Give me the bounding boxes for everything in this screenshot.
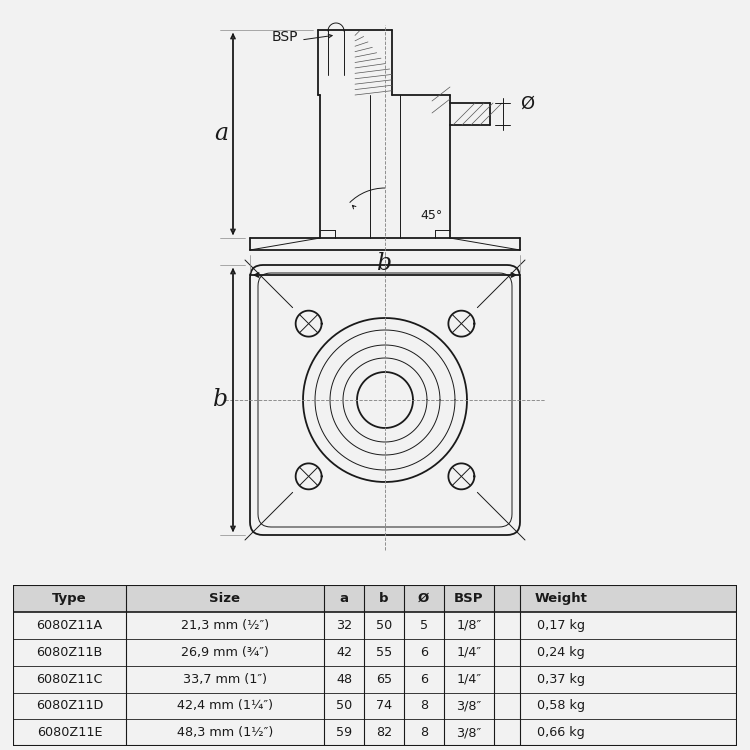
Text: BSP: BSP xyxy=(454,592,484,605)
Bar xyxy=(13,585,736,612)
Text: 5: 5 xyxy=(420,619,428,632)
Text: 0,24 kg: 0,24 kg xyxy=(537,646,585,658)
Text: 48,3 mm (1½″): 48,3 mm (1½″) xyxy=(177,726,273,740)
Text: 6: 6 xyxy=(420,673,428,686)
Text: 50: 50 xyxy=(376,619,392,632)
Text: 48: 48 xyxy=(336,673,352,686)
Text: 3/8″: 3/8″ xyxy=(456,700,482,712)
Text: 0,37 kg: 0,37 kg xyxy=(537,673,585,686)
Text: 42,4 mm (1¼″): 42,4 mm (1¼″) xyxy=(177,700,273,712)
Text: 6080Z11E: 6080Z11E xyxy=(37,726,102,740)
Text: 26,9 mm (¾″): 26,9 mm (¾″) xyxy=(181,646,269,658)
Text: 8: 8 xyxy=(420,726,428,740)
Text: a: a xyxy=(340,592,349,605)
Text: 59: 59 xyxy=(336,726,352,740)
Text: 42: 42 xyxy=(336,646,352,658)
Text: b: b xyxy=(214,388,229,412)
Text: 6: 6 xyxy=(420,646,428,658)
Text: 6080Z11A: 6080Z11A xyxy=(37,619,103,632)
Text: Size: Size xyxy=(209,592,241,605)
Text: 6080Z11C: 6080Z11C xyxy=(36,673,103,686)
Text: 21,3 mm (½″): 21,3 mm (½″) xyxy=(181,619,269,632)
Text: 0,58 kg: 0,58 kg xyxy=(537,700,585,712)
Text: 1/4″: 1/4″ xyxy=(457,646,482,658)
Text: 1/4″: 1/4″ xyxy=(457,673,482,686)
Text: 6080Z11B: 6080Z11B xyxy=(37,646,103,658)
Text: 1/8″: 1/8″ xyxy=(456,619,482,632)
Text: Type: Type xyxy=(53,592,87,605)
Text: 50: 50 xyxy=(336,700,352,712)
Text: 6080Z11D: 6080Z11D xyxy=(36,700,104,712)
Text: b: b xyxy=(377,251,392,274)
Text: 8: 8 xyxy=(420,700,428,712)
Text: 32: 32 xyxy=(336,619,352,632)
Text: 33,7 mm (1″): 33,7 mm (1″) xyxy=(183,673,267,686)
Text: Ø: Ø xyxy=(419,592,430,605)
Text: 3/8″: 3/8″ xyxy=(456,726,482,740)
Text: a: a xyxy=(214,122,228,146)
Text: Ø: Ø xyxy=(520,95,534,113)
Text: BSP: BSP xyxy=(272,30,298,44)
Text: Weight: Weight xyxy=(535,592,587,605)
Text: 82: 82 xyxy=(376,726,392,740)
Text: 0,66 kg: 0,66 kg xyxy=(537,726,585,740)
Text: b: b xyxy=(380,592,388,605)
Text: 65: 65 xyxy=(376,673,392,686)
Text: 45°: 45° xyxy=(421,209,442,222)
Text: 74: 74 xyxy=(376,700,392,712)
Text: 0,17 kg: 0,17 kg xyxy=(537,619,585,632)
Text: 55: 55 xyxy=(376,646,392,658)
